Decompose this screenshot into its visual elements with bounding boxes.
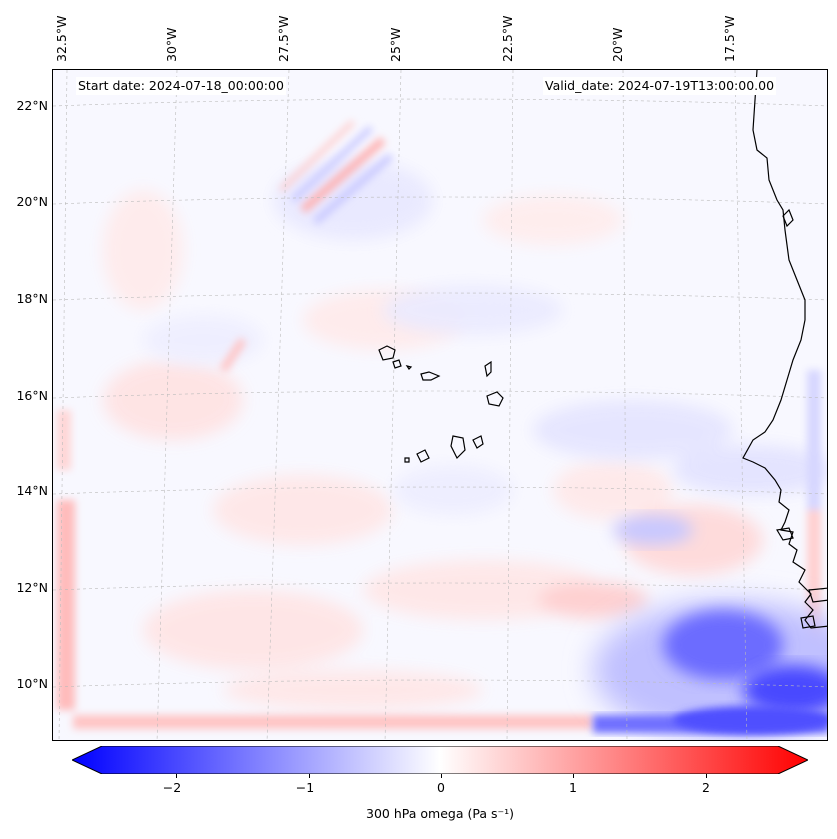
colorbar-tick-neg2: −2 — [162, 780, 182, 795]
start-date-label: Start date: 2024-07-18_00:00:00 — [76, 77, 286, 95]
lat-label-20n: 20°N — [16, 194, 48, 209]
colorbar-tickmark-2 — [706, 774, 707, 778]
island-sao-vicente — [392, 359, 402, 369]
lon-label-25w: 25°W — [388, 27, 403, 62]
wave-pattern — [219, 120, 394, 373]
island-santiago — [450, 435, 466, 460]
strong-negative-region — [593, 515, 827, 740]
lon-label-32-5w: 32.5°W — [54, 15, 69, 62]
map-panel — [52, 69, 828, 741]
island-santa-luzia — [405, 365, 413, 370]
island-sal — [484, 360, 492, 378]
lon-label-20w: 20°W — [610, 27, 625, 62]
lat-label-16n: 16°N — [16, 388, 48, 403]
omega-field-map — [53, 70, 827, 740]
island-boa-vista — [486, 391, 504, 407]
lon-label-30w: 30°W — [164, 27, 179, 62]
colorbar-tick-1: 1 — [569, 780, 577, 795]
colorbar-tickmark-neg1 — [309, 774, 310, 778]
island-fogo — [416, 449, 430, 463]
lat-label-22n: 22°N — [16, 98, 48, 113]
lon-label-27-5w: 27.5°W — [276, 15, 291, 62]
lon-label-22-5w: 22.5°W — [500, 15, 515, 62]
colorbar-tick-neg1: −1 — [295, 780, 315, 795]
gridlines — [53, 70, 827, 740]
island-santo-antao — [378, 345, 396, 361]
lat-label-10n: 10°N — [16, 676, 48, 691]
coastline — [742, 70, 827, 629]
colorbar-tickmark-1 — [573, 774, 574, 778]
lat-label-14n: 14°N — [16, 483, 48, 498]
cape-verde-islands — [378, 345, 504, 463]
island-maio — [472, 435, 484, 449]
valid-date-label: Valid_date: 2024-07-19T13:00:00.00 — [543, 77, 777, 95]
colorbar-tickmark-0 — [441, 774, 442, 778]
colorbar-tickmark-neg2 — [176, 774, 177, 778]
island-brava — [404, 457, 410, 463]
colorbar-tick-2: 2 — [702, 780, 710, 795]
lon-label-17-5w: 17.5°W — [722, 15, 737, 62]
colorbar-tick-0: 0 — [437, 780, 445, 795]
colorbar-bar — [72, 746, 808, 774]
colorbar-label: 300 hPa omega (Pa s⁻¹) — [366, 806, 514, 821]
island-sao-nicolau — [420, 371, 441, 381]
colorbar — [72, 746, 808, 774]
lat-label-18n: 18°N — [16, 291, 48, 306]
lat-label-12n: 12°N — [16, 580, 48, 595]
